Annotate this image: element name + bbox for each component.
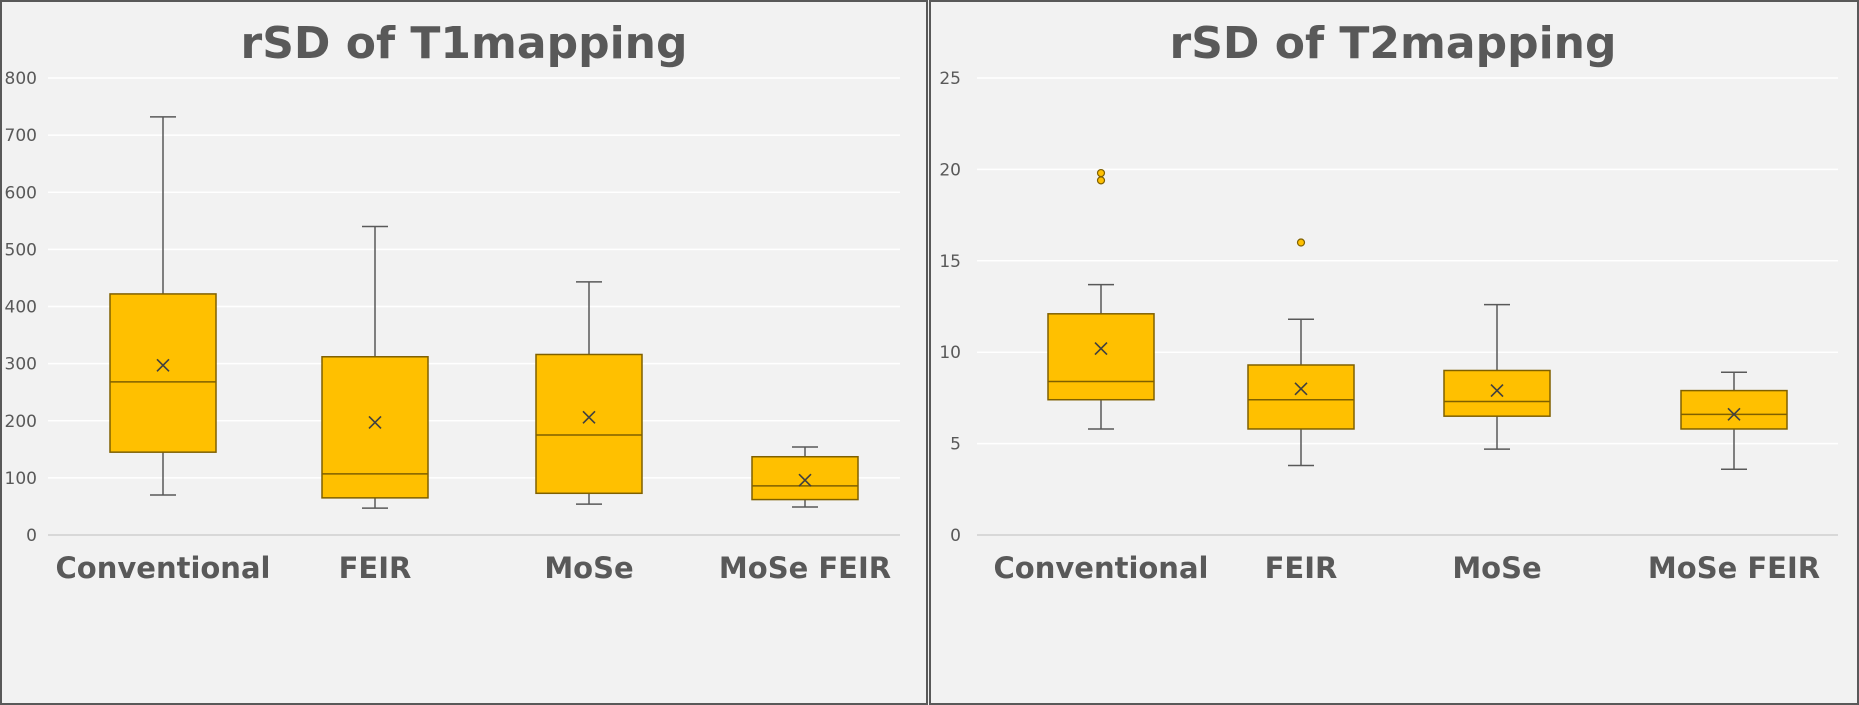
mean-marker bbox=[368, 415, 382, 430]
y-tick-label: 20 bbox=[939, 160, 961, 180]
x-tick-label: MoSe FEIR bbox=[1648, 551, 1820, 585]
iqr-box bbox=[1047, 313, 1155, 401]
mean-marker bbox=[1094, 341, 1108, 356]
box-feir bbox=[321, 225, 429, 509]
x-tick-label: MoSe bbox=[1452, 551, 1541, 585]
y-tick-label: 800 bbox=[5, 69, 37, 89]
iqr-box bbox=[1680, 389, 1788, 430]
iqr-box bbox=[109, 293, 217, 453]
x-tick-label: MoSe FEIR bbox=[719, 551, 891, 585]
chart-title: rSD of T1mapping bbox=[241, 18, 688, 69]
iqr-box bbox=[1443, 369, 1551, 417]
y-tick-label: 0 bbox=[950, 526, 961, 546]
x-tick-label: Conventional bbox=[994, 551, 1209, 585]
mean-marker bbox=[798, 473, 812, 487]
iqr-box bbox=[1247, 364, 1355, 430]
y-tick-label: 15 bbox=[939, 252, 961, 272]
y-tick-label: 5 bbox=[950, 435, 961, 455]
iqr-box bbox=[321, 356, 429, 499]
box-conventional bbox=[1047, 168, 1155, 430]
mean-marker bbox=[1490, 384, 1504, 398]
y-tick-label: 10 bbox=[939, 343, 961, 363]
y-tick-label: 25 bbox=[939, 69, 961, 89]
box-conventional bbox=[109, 116, 217, 496]
chart-title: rSD of T2mapping bbox=[1170, 18, 1617, 69]
y-tick-label: 700 bbox=[5, 126, 37, 146]
box-feir bbox=[1247, 238, 1355, 467]
chart-panel-2: rSD of T2mapping 0 5 10 15 20 25 Conventional FE… bbox=[929, 0, 1859, 705]
mean-marker bbox=[156, 358, 170, 372]
y-tick-label: 200 bbox=[5, 412, 37, 432]
y-tick-label: 300 bbox=[5, 355, 37, 375]
x-tick-label: Conventional bbox=[56, 551, 271, 585]
outlier-point bbox=[1096, 168, 1106, 178]
outlier-point bbox=[1096, 176, 1106, 185]
x-tick-label: FEIR bbox=[1265, 551, 1338, 585]
y-tick-label: 100 bbox=[5, 469, 37, 489]
y-tick-label: 600 bbox=[5, 183, 37, 203]
box-mose-feir bbox=[1680, 371, 1788, 470]
mean-marker bbox=[1294, 382, 1308, 396]
box-mose bbox=[1443, 303, 1551, 450]
mean-marker bbox=[582, 410, 596, 424]
chart-panel-1: rSD of T1mapping 0 100 200 300 400 500 600 700 80… bbox=[0, 0, 928, 705]
x-tick-label: MoSe bbox=[544, 551, 633, 585]
iqr-box bbox=[751, 455, 859, 501]
box-mose-feir bbox=[751, 446, 859, 508]
outlier-point bbox=[1296, 238, 1306, 247]
mean-marker bbox=[1727, 407, 1741, 421]
y-tick-label: 400 bbox=[5, 298, 37, 318]
iqr-box bbox=[535, 353, 643, 495]
y-tick-label: 500 bbox=[5, 240, 37, 260]
x-tick-label: FEIR bbox=[339, 551, 412, 585]
box-mose bbox=[535, 281, 643, 505]
y-tick-label: 0 bbox=[26, 526, 37, 546]
